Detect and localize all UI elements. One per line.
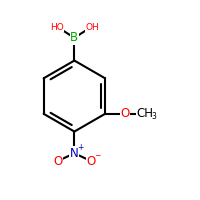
Text: N: N [70,147,79,160]
Text: O: O [53,155,62,168]
Text: CH: CH [137,107,154,120]
Text: +: + [77,143,84,152]
Text: HO: HO [50,23,63,32]
Text: B: B [70,31,78,44]
Text: O: O [120,107,129,120]
Text: OH: OH [85,23,99,32]
Text: 3: 3 [152,112,156,121]
Text: O: O [86,155,96,168]
Text: −: − [94,151,100,160]
